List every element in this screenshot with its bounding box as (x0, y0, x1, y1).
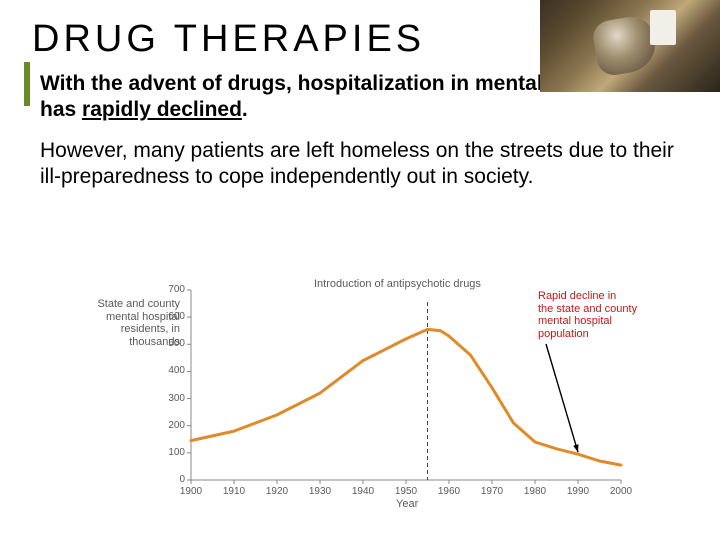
annotation-intro-drugs: Introduction of antipsychotic drugs (314, 278, 481, 291)
ytick-label: 0 (161, 474, 185, 485)
ann2-l2: the state and county (538, 303, 637, 315)
xtick-label: 1970 (477, 486, 507, 497)
xtick-label: 1990 (563, 486, 593, 497)
ytick-label: 700 (161, 284, 185, 295)
ytick-label: 500 (161, 338, 185, 349)
p1-underlined: rapidly declined (82, 98, 242, 121)
ytick-label: 100 (161, 447, 185, 458)
slide-title: DRUG THERAPIES (32, 18, 720, 61)
xtick-label: 1900 (176, 486, 206, 497)
annotation-rapid-decline: Rapid decline in the state and county me… (538, 290, 637, 341)
ytick-label: 200 (161, 420, 185, 431)
xtick-label: 1940 (348, 486, 378, 497)
ann1-text: Introduction of antipsychotic drugs (314, 278, 481, 290)
xtick-label: 1930 (305, 486, 335, 497)
xtick-label: 1980 (520, 486, 550, 497)
title-area: DRUG THERAPIES (0, 0, 720, 61)
xtick-label: 1920 (262, 486, 292, 497)
p1-post: . (242, 98, 248, 121)
x-axis-label: Year (396, 498, 418, 510)
ytick-label: 400 (161, 365, 185, 376)
xtick-label: 1950 (391, 486, 421, 497)
xtick-label: 2000 (606, 486, 636, 497)
ytick-label: 600 (161, 311, 185, 322)
ann2-l4: population (538, 328, 589, 340)
paragraph-2: However, many patients are left homeless… (40, 138, 680, 191)
ytick-label: 300 (161, 393, 185, 404)
ann2-l3: mental hospital (538, 315, 612, 327)
ann2-l1: Rapid decline in (538, 290, 616, 302)
xtick-label: 1960 (434, 486, 464, 497)
title-accent-bar (24, 62, 30, 106)
chart: State and county mental hospital residen… (76, 280, 676, 525)
xtick-label: 1910 (219, 486, 249, 497)
